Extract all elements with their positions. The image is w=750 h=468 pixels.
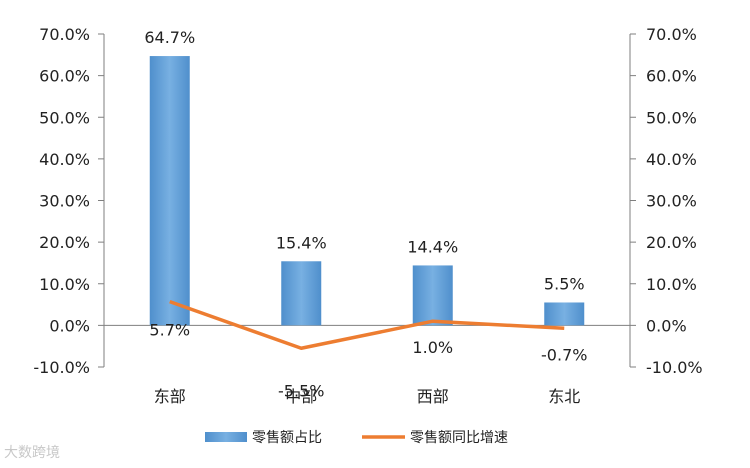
y-tick-label-left: 40.0% (39, 150, 90, 169)
bar-data-label: 14.4% (407, 237, 458, 256)
y2-tick-label-right: 10.0% (646, 275, 697, 294)
y-tick-label-left: 70.0% (39, 25, 90, 44)
y-tick-label-left: 20.0% (39, 233, 90, 252)
bar-data-label: 15.4% (276, 233, 327, 252)
growth-line (169, 299, 565, 351)
y-tick-label-left: -10.0% (33, 358, 90, 377)
x-tick-label: 东北 (548, 387, 580, 406)
x-tick-label: 东部 (154, 387, 186, 406)
y-tick-label-left: 50.0% (39, 108, 90, 127)
line-data-label: -0.7% (541, 345, 587, 364)
bar (544, 302, 585, 326)
legend-line-label: 零售额同比增速 (410, 430, 508, 446)
x-tick-label: 西部 (417, 387, 449, 406)
bar (412, 265, 453, 326)
y-tick-label-left: 30.0% (39, 192, 90, 211)
y2-tick-label-right: 30.0% (646, 192, 697, 211)
y-tick-label-left: 10.0% (39, 275, 90, 294)
y-tick-label-left: 60.0% (39, 67, 90, 86)
y2-tick-label-right: 50.0% (646, 108, 697, 127)
axes: -10.0% -10.0% 0.0% 0.0% 10.0% 10.0% 20.0% 20.0%… (33, 25, 702, 406)
y2-tick-label-right: 20.0% (646, 233, 697, 252)
y2-tick-label-right: 60.0% (646, 67, 697, 86)
y2-tick-label-right: 70.0% (646, 25, 697, 44)
bar-data-label: 5.5% (544, 274, 585, 293)
x-tick-label: 中部 (285, 387, 317, 406)
y2-tick-label-right: 0.0% (646, 316, 687, 335)
y-tick-label-left: 0.0% (49, 316, 90, 335)
bar (281, 261, 322, 326)
legend-bar-swatch (205, 432, 247, 442)
line-data-label: 1.0% (412, 338, 453, 357)
y2-tick-label-right: 40.0% (646, 150, 697, 169)
legend: 零售额占比 零售额同比增速 (205, 430, 508, 446)
bar-series (149, 56, 585, 326)
y2-tick-label-right: -10.0% (646, 358, 703, 377)
bar (149, 56, 190, 326)
line-data-label: 5.7% (149, 321, 190, 340)
watermark: 大数跨境 (4, 445, 60, 461)
bar-data-label: 64.7% (144, 28, 195, 47)
line-series (169, 299, 565, 351)
line-data-label: -5.5% (278, 381, 324, 400)
data-labels: 64.7% 15.4% 14.4% 5.5% 5.7% -5.5% 1.0% -0.7% (144, 28, 587, 400)
legend-bar-label: 零售额占比 (252, 430, 322, 446)
